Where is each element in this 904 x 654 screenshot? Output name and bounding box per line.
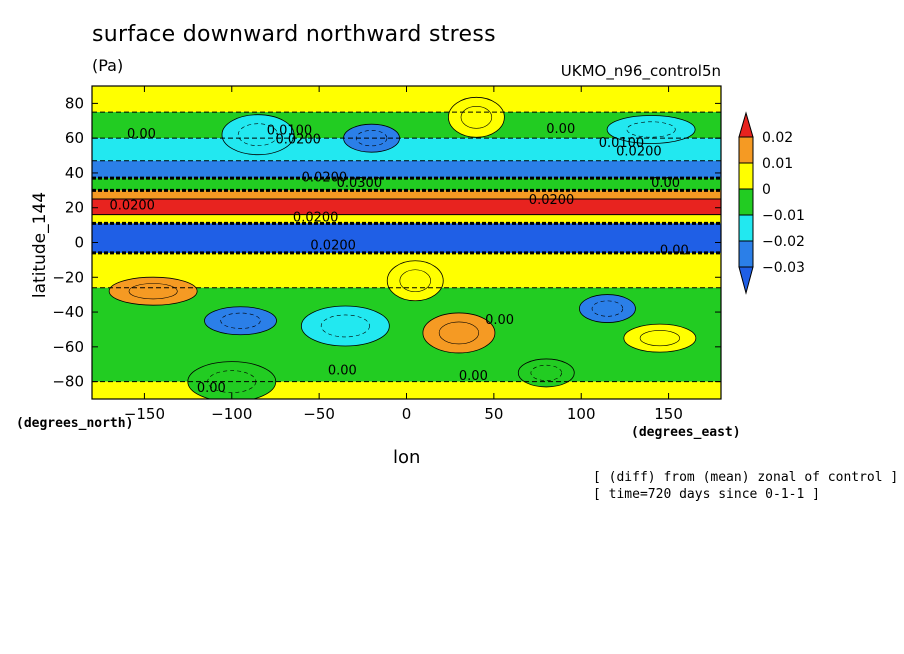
x-tick-label-3: 0 bbox=[402, 405, 412, 423]
contour-feature-1 bbox=[237, 123, 279, 146]
field-feature-12 bbox=[517, 358, 575, 388]
y-tick-label-0: 80 bbox=[65, 94, 84, 112]
colorbar-box-5 bbox=[738, 240, 754, 268]
y-tick-label-5: −20 bbox=[52, 268, 84, 286]
field-feature-3 bbox=[447, 96, 505, 138]
field-band-7 bbox=[92, 214, 721, 224]
field-feature-11 bbox=[187, 361, 277, 399]
field-band-6 bbox=[92, 199, 721, 215]
field-feature-4 bbox=[204, 306, 277, 336]
x-tick-label-6: 150 bbox=[654, 405, 683, 423]
contour-label-13: 0.00 bbox=[660, 244, 689, 259]
contour-label-17: 0.00 bbox=[197, 381, 226, 396]
field-feature-8 bbox=[108, 276, 198, 306]
x-axis-label: lon bbox=[393, 447, 421, 468]
field-band-3 bbox=[92, 160, 721, 179]
colorbar-box-3 bbox=[738, 188, 754, 216]
contour-feature-6 bbox=[591, 300, 624, 317]
contour-feature-5 bbox=[320, 314, 370, 338]
field-feature-5 bbox=[300, 305, 390, 347]
contour-feature-7 bbox=[438, 321, 480, 345]
field-band-8 bbox=[92, 223, 721, 253]
contour-label-6: 0.0200 bbox=[302, 171, 348, 186]
contour-feature-2 bbox=[626, 121, 676, 138]
colorbar-bottom-arrow bbox=[738, 266, 754, 295]
contour-label-14: 0.00 bbox=[485, 313, 514, 328]
y-tick-label-6: −40 bbox=[52, 303, 84, 321]
field-feature-7 bbox=[422, 312, 496, 354]
y-unit-label: (degrees_north) bbox=[16, 416, 134, 431]
colorbar-label-1: 0.01 bbox=[762, 156, 793, 172]
contour-label-4: 0.0100 bbox=[599, 136, 645, 151]
contour-label-9: 0.0200 bbox=[109, 198, 155, 213]
field-feature-10 bbox=[623, 323, 697, 353]
contour-label-11: 0.0200 bbox=[293, 211, 339, 226]
contour-label-3: 0.00 bbox=[546, 122, 575, 137]
colorbar-label-3: −0.01 bbox=[762, 208, 805, 224]
note-diff: [ (diff) from (mean) zonal of control ] bbox=[593, 470, 899, 485]
x-tick-label-2: −50 bbox=[303, 405, 335, 423]
y-tick-label-1: 60 bbox=[65, 129, 84, 147]
y-tick-label-4: 0 bbox=[74, 234, 84, 252]
contour-label-5: 0.0200 bbox=[616, 145, 662, 160]
field-feature-6 bbox=[579, 294, 636, 323]
contour-feature-12 bbox=[530, 364, 562, 381]
y-tick-label-2: 40 bbox=[65, 164, 84, 182]
contour-feature-10 bbox=[639, 330, 680, 347]
field-feature-9 bbox=[386, 260, 444, 302]
chart-title: surface downward northward stress bbox=[92, 22, 496, 47]
contour-label-8: 0.00 bbox=[651, 176, 680, 191]
contour-label-16: 0.00 bbox=[459, 369, 488, 384]
y-tick-label-7: −60 bbox=[52, 338, 84, 356]
y-tick-label-3: 20 bbox=[65, 199, 84, 217]
field-feature-1 bbox=[221, 114, 295, 156]
y-tick-label-8: −80 bbox=[52, 373, 84, 391]
x-tick-label-5: 100 bbox=[567, 405, 596, 423]
contour-label-10: 0.0200 bbox=[529, 193, 575, 208]
model-label: UKMO_n96_control5n bbox=[560, 62, 721, 80]
colorbar-box-2 bbox=[738, 162, 754, 190]
field-band-5 bbox=[92, 190, 721, 200]
contour-label-1: 0.0100 bbox=[267, 124, 313, 139]
contour-label-15: 0.00 bbox=[328, 364, 357, 379]
contour-feature-4 bbox=[220, 312, 261, 329]
colorbar-label-2: 0 bbox=[762, 182, 771, 198]
field-feature-2 bbox=[606, 115, 696, 144]
contour-label-2: 0.0200 bbox=[275, 132, 321, 147]
chart-units: (Pa) bbox=[92, 56, 124, 75]
field-band-4 bbox=[92, 178, 721, 191]
x-tick-label-4: 50 bbox=[484, 405, 503, 423]
colorbar-top-arrow bbox=[738, 111, 754, 138]
contour-label-7: 0.0300 bbox=[337, 176, 383, 191]
contour-label-12: 0.0200 bbox=[310, 238, 356, 253]
contour-feature-9 bbox=[399, 269, 431, 293]
note-time: [ time=720 days since 0-1-1 ] bbox=[593, 487, 820, 502]
colorbar-label-4: −0.02 bbox=[762, 234, 805, 250]
colorbar-label-5: −0.03 bbox=[762, 260, 805, 276]
contour-feature-8 bbox=[128, 283, 178, 300]
contour-label-0: 0.00 bbox=[127, 127, 156, 142]
x-tick-label-0: −150 bbox=[124, 405, 165, 423]
colorbar-box-1 bbox=[738, 136, 754, 164]
colorbar-box-4 bbox=[738, 214, 754, 242]
x-tick-label-1: −100 bbox=[211, 405, 252, 423]
contour-feature-3 bbox=[460, 106, 493, 129]
x-unit-label: (degrees_east) bbox=[631, 425, 741, 440]
colorbar-label-0: 0.02 bbox=[762, 130, 793, 146]
